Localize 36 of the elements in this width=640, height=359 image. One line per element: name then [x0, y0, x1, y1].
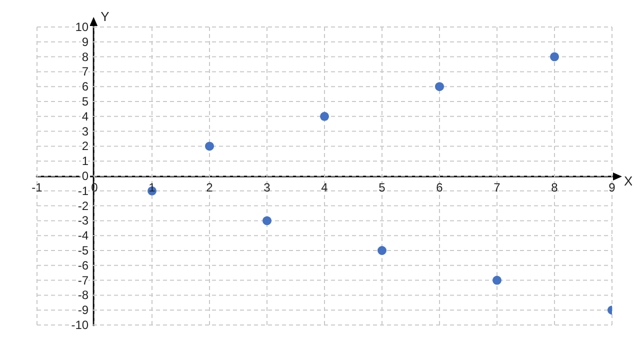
y-tick-label: 3 — [82, 124, 89, 138]
x-tick-label: 2 — [206, 180, 214, 194]
x-tick-label: 7 — [494, 180, 501, 194]
x-tick-label: 6 — [436, 180, 444, 194]
y-tick-label: 6 — [82, 80, 89, 94]
x-tick-label: 3 — [264, 180, 271, 194]
point — [378, 246, 386, 255]
y-tick-label: -4 — [78, 228, 89, 243]
y-tick-label: 2 — [82, 139, 89, 154]
point — [492, 276, 502, 285]
y-tick-label: -5 — [78, 244, 89, 258]
y-tick-label: 9 — [82, 34, 89, 49]
point — [435, 82, 444, 92]
y-tick-label: 1 — [82, 154, 89, 168]
x-tick-label: 9 — [608, 180, 616, 194]
x-tick-label: 5 — [378, 180, 386, 194]
y-axis-title: Y — [100, 9, 110, 24]
point — [320, 112, 329, 121]
y-tick-label: -7 — [78, 273, 89, 288]
x-tick-label: -1 — [32, 180, 43, 194]
x-tick-label: 8 — [551, 180, 558, 194]
y-tick-label: 7 — [82, 64, 89, 79]
y-tick-label: 4 — [82, 109, 89, 124]
y-tick-label: 5 — [82, 94, 89, 108]
point — [262, 216, 272, 226]
point — [550, 52, 559, 62]
point — [205, 142, 214, 151]
y-tick-label: -3 — [78, 214, 89, 228]
y-tick-label: -9 — [78, 303, 89, 318]
y-tick-label: 8 — [82, 50, 89, 64]
y-tick-label: -6 — [78, 258, 89, 272]
y-tick-label: -10 — [71, 318, 89, 332]
y-tick-label: -8 — [78, 288, 89, 302]
y-tick-label: 10 — [75, 20, 89, 34]
x-tick-label: 4 — [321, 180, 328, 194]
y-tick-label: -2 — [78, 198, 89, 213]
